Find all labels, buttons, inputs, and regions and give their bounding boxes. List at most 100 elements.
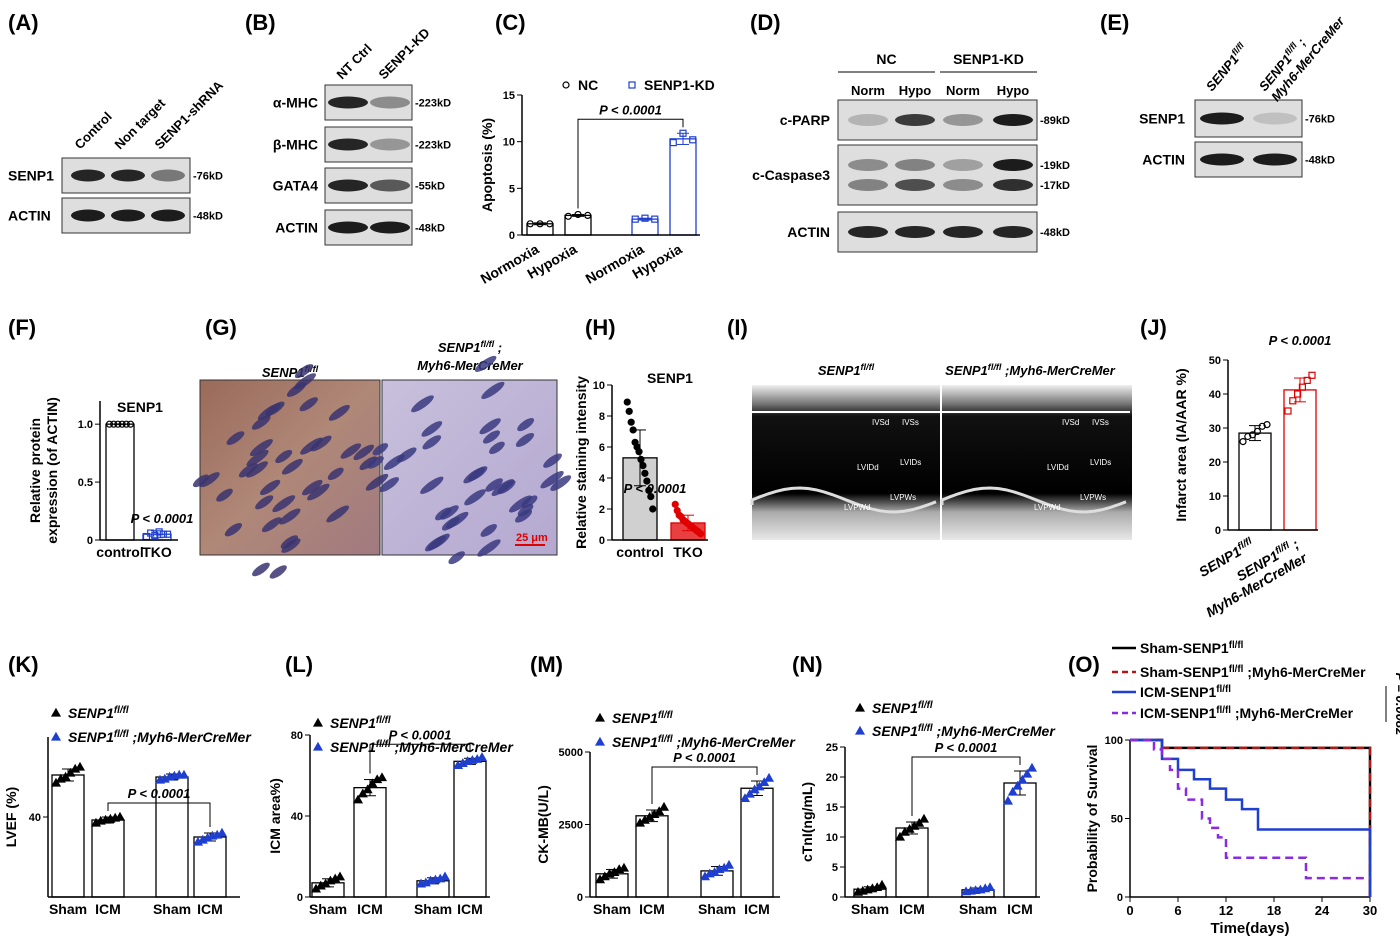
band [848,114,888,126]
point [645,486,653,494]
y-tick-label: 0 [297,892,303,904]
panel-label: (K) [8,652,39,677]
band [1200,112,1244,125]
chart-title: SENP1 [117,399,163,415]
x-tick-label: 6 [1174,903,1181,918]
band [848,226,888,238]
nucleus [261,517,282,533]
text-part: SENP1 [872,700,918,716]
point [1239,438,1247,446]
label-group: Hypo [899,83,932,98]
label-group: SENP1fl/fl [612,710,673,727]
nucleus [302,479,323,496]
nucleus [441,516,460,531]
nucleus [353,444,375,461]
nucleus [448,551,465,565]
label-group: control [616,544,663,560]
echo-label: LVIDs [900,458,921,467]
superscript: fl/fl [481,339,495,349]
text-part: ;Myh6-MerCreMer [129,729,253,745]
x-tick-label: ICM [899,901,925,917]
significance-label: P < 0.0001 [131,511,194,526]
point [178,769,190,779]
band [328,138,368,151]
point [647,493,655,501]
image-caption: SENP1fl/fl ; [438,339,502,355]
text-part: SENP1 [68,705,114,721]
echo-label: LVIDd [1047,463,1069,472]
label-group: NC [578,77,598,93]
band [151,209,185,222]
nucleus [479,418,501,435]
y-axis-label: LVEF (%) [3,787,19,847]
label-group: Sham [698,901,736,917]
lane-label: Hypo [997,83,1030,98]
panel-label: (D) [750,10,781,35]
kd-label: -223kD [415,140,451,152]
text-part: SENP1 [262,365,305,380]
nucleus [481,381,505,400]
y-tick-label: 10 [1209,491,1221,503]
chart-title: SENP1 [647,370,693,386]
label-group: control [96,544,143,560]
nucleus [255,495,274,510]
y-tick-label: 20 [1209,457,1221,469]
point [1293,390,1302,398]
band [370,96,410,109]
point [1012,780,1023,790]
echo-wall [750,486,937,514]
label-group: Sham [414,901,452,917]
y-tick-label: 40 [29,812,41,824]
band [943,159,983,171]
bar [105,423,135,541]
label-group: LVEF (%) [3,787,19,847]
nucleus [427,533,450,551]
x-tick-label: 12 [1219,903,1233,918]
label-group: Sham [851,901,889,917]
nucleus [379,477,399,493]
y-tick-label: 15 [503,90,515,102]
point [649,505,657,513]
point [1026,762,1038,772]
band [71,169,105,182]
label-group: SENP1fl/fl ;Myh6-MerCreMer [612,734,796,751]
point [744,788,755,798]
y-tick-label: 2500 [559,820,583,832]
point [854,725,866,735]
point [126,420,135,428]
bar [51,774,85,898]
x-tick-label: ICM [744,901,770,917]
point [658,801,670,811]
label-group: Sham-SENP1fl/fl ;Myh6-MerCreMer [1140,664,1366,681]
point [74,761,86,771]
protein-label: ACTIN [8,208,51,224]
image-caption: SENP1fl/fl [818,362,875,378]
bar [1283,389,1317,531]
protein-label: ACTIN [275,220,318,236]
band [895,159,935,171]
y-tick-label: 50 [1209,355,1221,367]
superscript: fl/fl [988,362,1002,372]
survival-line [1130,738,1372,897]
lane-label: Norm [946,83,980,98]
label-group: SENP1-KD [644,77,715,93]
label-group: Sham [49,901,87,917]
legend-label: SENP1fl/fl [872,700,933,717]
significance-bracket [911,756,1021,816]
nucleus [269,565,287,579]
y-tick-label: 5000 [559,747,583,759]
band [943,179,983,191]
panel-label: (B) [245,10,276,35]
point [594,736,606,746]
band [370,221,410,234]
protein-label: α-MHC [273,95,318,111]
bar [155,776,189,898]
band [328,96,368,109]
legend-label: Sham-SENP1fl/fl [1140,640,1244,657]
nucleus [515,432,535,447]
text-part: expression (of ACTIN) [44,397,60,544]
point [635,448,643,456]
band [895,179,935,191]
echo-label: LVPWd [844,503,871,512]
band [993,226,1033,238]
